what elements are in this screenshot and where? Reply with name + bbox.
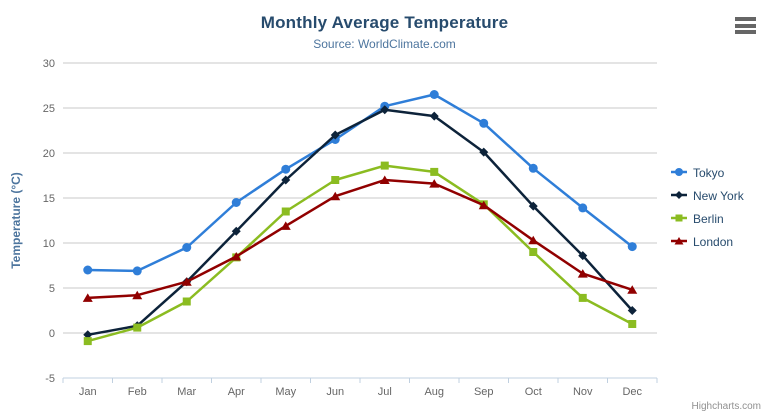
x-axis-tick-label: Oct xyxy=(525,386,542,398)
data-point-london[interactable] xyxy=(379,175,390,185)
data-point-london[interactable] xyxy=(674,237,684,245)
y-axis-tick-label: 30 xyxy=(43,58,55,70)
circle-icon xyxy=(671,168,687,176)
y-axis-title: Temperature (°C) xyxy=(9,172,23,269)
legend: Tokyo New York Berlin London xyxy=(671,161,744,253)
series-line-berlin[interactable] xyxy=(86,164,634,343)
legend-label: Berlin xyxy=(693,211,724,226)
y-axis-tick-label: 25 xyxy=(43,103,55,115)
y-axis-tick-label: 20 xyxy=(43,148,55,160)
x-axis-tick-label: May xyxy=(275,386,296,398)
data-point-london[interactable] xyxy=(627,285,638,294)
x-axis-tick-label: Nov xyxy=(573,386,593,398)
legend-item-new-york[interactable]: New York xyxy=(671,184,744,207)
hamburger-icon xyxy=(735,30,756,34)
data-point-new-york[interactable] xyxy=(83,330,93,340)
data-point-berlin[interactable] xyxy=(628,320,637,328)
diamond-icon xyxy=(671,191,687,199)
data-point-tokyo[interactable] xyxy=(132,266,142,276)
series-line-new-york[interactable] xyxy=(86,108,634,337)
data-point-london[interactable] xyxy=(132,290,143,300)
data-point-new-york[interactable] xyxy=(479,147,489,157)
data-point-london[interactable] xyxy=(330,191,341,201)
triangle-icon xyxy=(671,237,687,245)
data-point-new-york[interactable] xyxy=(380,105,390,115)
y-axis-tick-label: 15 xyxy=(43,193,55,205)
data-point-new-york[interactable] xyxy=(578,251,588,261)
x-axis-tick-label: Jan xyxy=(79,386,97,398)
data-point-tokyo[interactable] xyxy=(528,163,538,173)
data-point-tokyo[interactable] xyxy=(83,265,93,275)
legend-label: Tokyo xyxy=(693,165,725,180)
x-axis-tick-label: Mar xyxy=(177,386,196,398)
x-axis-tick-label: Aug xyxy=(424,386,444,398)
data-point-london[interactable] xyxy=(181,277,192,286)
data-point-new-york[interactable] xyxy=(281,175,291,185)
data-point-tokyo[interactable] xyxy=(281,164,291,174)
x-axis-tick-label: Jun xyxy=(326,386,344,398)
data-point-tokyo[interactable] xyxy=(578,203,588,213)
data-point-london[interactable] xyxy=(231,252,242,261)
data-point-berlin[interactable] xyxy=(133,323,142,332)
x-axis-tick-label: Dec xyxy=(622,386,642,398)
x-axis-tick-label: Jul xyxy=(378,386,392,398)
data-point-tokyo[interactable] xyxy=(479,118,489,128)
data-point-berlin[interactable] xyxy=(675,214,683,222)
y-axis-tick-label: 5 xyxy=(49,283,55,295)
data-point-berlin[interactable] xyxy=(380,161,389,170)
data-point-berlin[interactable] xyxy=(578,293,587,302)
highcharts-credit-link[interactable]: Highcharts.com xyxy=(691,401,761,412)
series-line-tokyo[interactable] xyxy=(86,93,634,273)
data-point-berlin[interactable] xyxy=(83,337,92,346)
x-axis-tick-label: Apr xyxy=(228,386,245,398)
y-axis-tick-label: 0 xyxy=(49,328,55,340)
x-axis-tick-label: Feb xyxy=(128,386,147,398)
data-point-berlin[interactable] xyxy=(430,167,439,176)
chart-title: Monthly Average Temperature xyxy=(260,13,509,32)
data-point-tokyo[interactable] xyxy=(231,198,241,207)
legend-label: New York xyxy=(693,188,744,203)
data-point-tokyo[interactable] xyxy=(429,90,439,99)
square-icon xyxy=(671,214,687,222)
x-axis-tick-label: Sep xyxy=(474,386,494,398)
chart-subtitle: Source: WorldClimate.com xyxy=(313,37,456,51)
data-point-london[interactable] xyxy=(528,235,539,245)
legend-item-tokyo[interactable]: Tokyo xyxy=(671,161,744,184)
data-point-london[interactable] xyxy=(82,293,93,302)
data-point-new-york[interactable] xyxy=(429,111,439,121)
data-point-berlin[interactable] xyxy=(529,248,538,256)
data-point-london[interactable] xyxy=(429,179,440,188)
data-point-london[interactable] xyxy=(577,269,588,278)
data-point-berlin[interactable] xyxy=(331,176,340,184)
hamburger-icon xyxy=(735,23,756,28)
data-point-new-york[interactable] xyxy=(675,191,683,199)
series-line-london[interactable] xyxy=(86,178,634,300)
legend-label: London xyxy=(693,234,734,249)
data-point-new-york[interactable] xyxy=(627,306,637,315)
hamburger-icon xyxy=(735,17,756,21)
data-point-london[interactable] xyxy=(280,221,291,230)
legend-item-berlin[interactable]: Berlin xyxy=(671,207,744,230)
y-axis-tick-label: 10 xyxy=(43,238,55,250)
data-point-london[interactable] xyxy=(478,200,489,210)
data-point-tokyo[interactable] xyxy=(627,242,637,252)
data-point-berlin[interactable] xyxy=(281,207,290,216)
data-point-tokyo[interactable] xyxy=(675,168,683,176)
data-point-tokyo[interactable] xyxy=(182,243,192,252)
data-point-berlin[interactable] xyxy=(182,297,191,306)
data-point-new-york[interactable] xyxy=(330,130,340,140)
data-point-new-york[interactable] xyxy=(231,226,241,236)
export-menu-button[interactable] xyxy=(735,17,757,34)
legend-item-london[interactable]: London xyxy=(671,230,744,253)
data-point-new-york[interactable] xyxy=(528,201,538,211)
y-axis-tick-label: -5 xyxy=(45,373,55,385)
